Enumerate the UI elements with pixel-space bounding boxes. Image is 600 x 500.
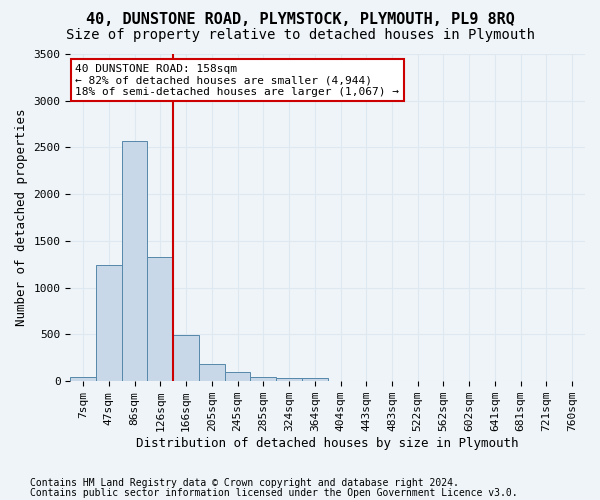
Bar <box>96 266 122 381</box>
Text: 40, DUNSTONE ROAD, PLYMSTOCK, PLYMOUTH, PL9 8RQ: 40, DUNSTONE ROAD, PLYMSTOCK, PLYMOUTH, … <box>86 12 514 28</box>
Bar <box>199 364 224 381</box>
X-axis label: Distribution of detached houses by size in Plymouth: Distribution of detached houses by size … <box>136 437 519 450</box>
Bar <box>276 378 302 381</box>
Text: 40 DUNSTONE ROAD: 158sqm
← 82% of detached houses are smaller (4,944)
18% of sem: 40 DUNSTONE ROAD: 158sqm ← 82% of detach… <box>76 64 400 97</box>
Bar <box>122 141 148 381</box>
Y-axis label: Number of detached properties: Number of detached properties <box>15 109 28 326</box>
Bar <box>224 372 250 381</box>
Text: Size of property relative to detached houses in Plymouth: Size of property relative to detached ho… <box>65 28 535 42</box>
Text: Contains public sector information licensed under the Open Government Licence v3: Contains public sector information licen… <box>30 488 518 498</box>
Text: Contains HM Land Registry data © Crown copyright and database right 2024.: Contains HM Land Registry data © Crown c… <box>30 478 459 488</box>
Bar <box>250 376 276 381</box>
Bar <box>70 376 96 381</box>
Bar <box>148 257 173 381</box>
Bar <box>302 378 328 381</box>
Bar <box>173 336 199 381</box>
